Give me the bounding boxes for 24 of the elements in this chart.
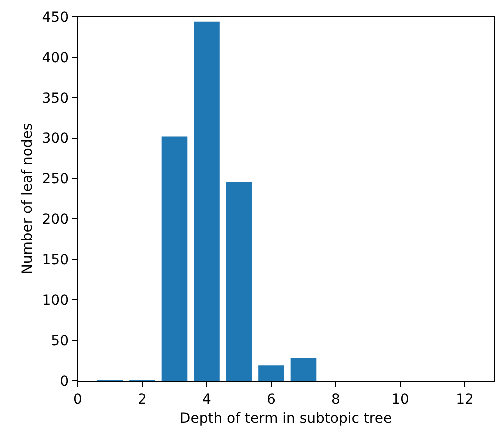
x-tick-label: 0	[74, 392, 82, 408]
x-axis-title: Depth of term in subtopic tree	[180, 411, 392, 428]
y-tick-label: 350	[42, 90, 69, 107]
y-tick-label: 450	[42, 10, 69, 26]
y-tick-label: 300	[42, 131, 69, 148]
bar	[194, 22, 220, 381]
bar	[162, 136, 188, 381]
x-tick-label: 10	[392, 392, 410, 408]
bar	[226, 182, 252, 381]
y-tick-label: 400	[42, 50, 69, 66]
x-tick-label: 8	[332, 392, 340, 408]
y-tick-label: 50	[51, 333, 69, 350]
x-tick-label: 4	[202, 392, 212, 408]
y-tick-label: 0	[60, 374, 69, 390]
y-axis-title: Number of leaf nodes	[20, 123, 36, 275]
y-tick-label: 150	[42, 252, 69, 269]
y-tick-label: 100	[42, 293, 69, 310]
x-tick-label: 12	[456, 392, 474, 408]
y-tick-label: 250	[42, 172, 69, 188]
y-tick-label: 200	[42, 212, 69, 228]
x-tick-label: 6	[267, 392, 276, 408]
bar	[290, 358, 317, 381]
bar	[258, 366, 284, 381]
x-tick-label: 2	[138, 392, 147, 408]
